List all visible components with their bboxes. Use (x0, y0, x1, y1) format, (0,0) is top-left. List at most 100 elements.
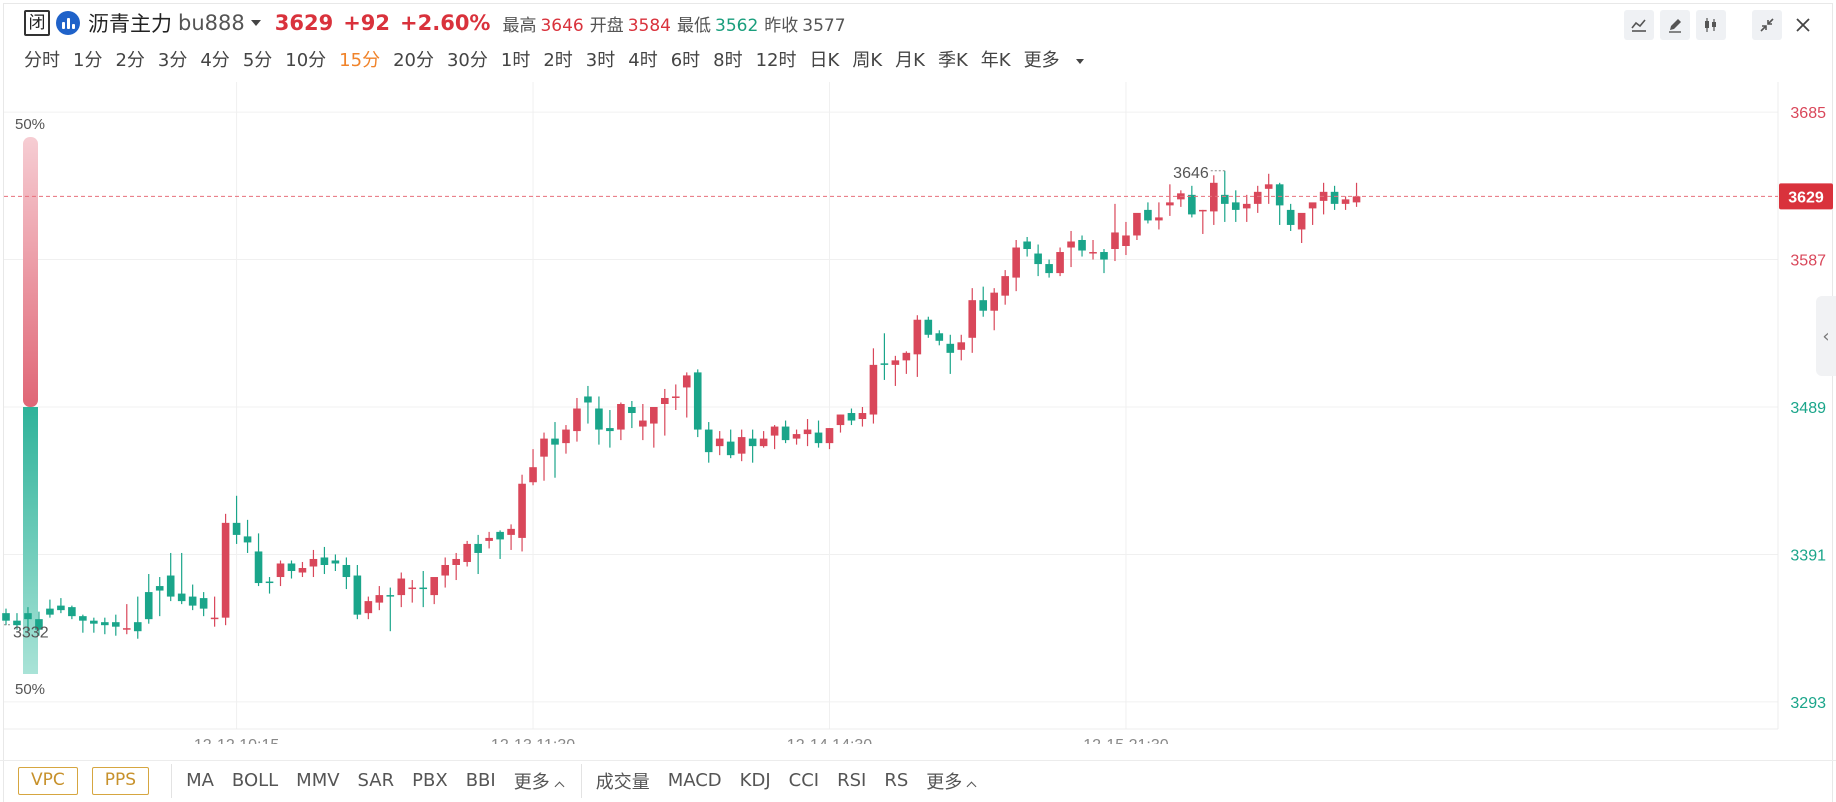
candlestick-chart[interactable]: 3685 3587 3489 3391 3293 12-12 10:15 12-13 11:… (0, 82, 1836, 744)
period-10[interactable]: 1时 (500, 50, 531, 71)
period-more-button[interactable]: 更多 (1024, 46, 1084, 72)
overlay-vpc-button[interactable]: VPC (18, 766, 78, 795)
period-7[interactable]: 15分 (339, 50, 381, 71)
period-19[interactable]: 月K (895, 50, 925, 71)
period-17[interactable]: 日K (809, 50, 840, 71)
indicator-pbx[interactable]: PBX (412, 770, 448, 791)
candle-body (1056, 252, 1064, 274)
indicator-mmv[interactable]: MMV (296, 770, 340, 791)
chevron-left-icon: ‹ (1822, 325, 1830, 347)
candle-body (254, 551, 263, 584)
chevron-up-icon (554, 781, 565, 791)
indicator-sar[interactable]: SAR (357, 770, 395, 791)
candle-body (144, 592, 153, 620)
indicator-rsi[interactable]: RSI (837, 770, 867, 791)
candle-body (1144, 209, 1152, 221)
period-4[interactable]: 4分 (200, 50, 230, 71)
prev-close-label: 昨收 (764, 15, 799, 36)
period-6[interactable]: 10分 (285, 50, 327, 71)
more-label: 更多 (513, 771, 550, 793)
candle-body (496, 531, 504, 540)
candle-body (13, 620, 21, 626)
divider (171, 763, 173, 798)
candle-body (166, 575, 175, 597)
candle-body (331, 560, 340, 564)
line-tool-icon[interactable] (1624, 10, 1654, 40)
period-15[interactable]: 8时 (713, 50, 743, 71)
period-12[interactable]: 3时 (585, 50, 616, 71)
period-2[interactable]: 2分 (115, 50, 145, 71)
candle-body (957, 342, 966, 350)
candle-body (364, 601, 373, 614)
main-indicators-more[interactable]: 更多 (513, 768, 565, 794)
period-0[interactable]: 分时 (24, 50, 60, 71)
candle-body (1001, 276, 1009, 296)
candle-body (430, 577, 439, 596)
indicator-rs[interactable]: RS (884, 770, 909, 791)
period-13[interactable]: 4时 (628, 50, 658, 71)
min-price-label: 3332 (13, 625, 49, 642)
x-tick-label: 12-13 11:30 (491, 737, 575, 744)
candle-body (419, 587, 428, 590)
indicator-volume[interactable]: 成交量 (595, 771, 650, 793)
candle-body (57, 605, 65, 611)
candle-body (320, 557, 329, 565)
candle-body (650, 407, 658, 424)
indicator-boll[interactable]: BOLL (231, 770, 279, 791)
instrument-name[interactable]: 沥青主力 (88, 12, 172, 36)
indicator-bbi[interactable]: BBI (465, 770, 496, 791)
candle-body (715, 438, 724, 447)
candle-body (1330, 191, 1339, 204)
instrument-code[interactable]: bu888 (178, 11, 245, 35)
close-icon[interactable] (1788, 10, 1818, 40)
indicator-cci[interactable]: CCI (788, 770, 820, 791)
indicator-ma[interactable]: MA (186, 770, 214, 791)
candle-body (748, 438, 757, 447)
candle-body (924, 319, 933, 335)
period-11[interactable]: 2时 (543, 50, 573, 71)
candle-body (287, 563, 296, 572)
candle-body (518, 483, 526, 538)
candle-body (35, 619, 43, 630)
indicator-kdj[interactable]: KDJ (739, 770, 771, 791)
period-21[interactable]: 年K (980, 50, 1011, 71)
side-panel-toggle[interactable]: ‹ (1816, 296, 1836, 376)
pencil-icon[interactable] (1660, 10, 1690, 40)
candlestick-icon[interactable] (1696, 10, 1726, 40)
period-18[interactable]: 周K (852, 50, 883, 71)
period-16[interactable]: 12时 (755, 50, 797, 71)
x-tick-label: 12-15 21:30 (1083, 737, 1169, 744)
sub-indicators-more[interactable]: 更多 (926, 768, 977, 794)
candle-body (847, 413, 856, 421)
candle-body (1275, 184, 1284, 206)
candle-body (573, 408, 581, 432)
candle-body (979, 300, 988, 311)
period-3[interactable]: 3分 (157, 50, 188, 71)
period-5[interactable]: 5分 (242, 50, 273, 71)
candle-body (1210, 182, 1218, 212)
period-1[interactable]: 1分 (73, 50, 103, 71)
collapse-icon[interactable] (1752, 10, 1782, 40)
chevron-down-icon[interactable] (250, 20, 261, 26)
candle-body (177, 593, 186, 602)
candle-body (507, 528, 515, 535)
candle-body (551, 438, 559, 445)
period-20[interactable]: 季K (937, 50, 968, 71)
overlay-pps-button[interactable]: PPS (91, 766, 150, 795)
y-tick-label: 3391 (1790, 547, 1826, 564)
y-tick-label: 3685 (1790, 105, 1826, 122)
period-14[interactable]: 6时 (670, 50, 701, 71)
chart-toolbar (1624, 10, 1818, 40)
indicator-macd[interactable]: MACD (667, 770, 722, 791)
divider (580, 763, 582, 798)
candle-body (891, 360, 900, 365)
candle-body (265, 581, 274, 584)
candle-body (704, 429, 713, 453)
candle-body (210, 617, 219, 620)
candle-body (1166, 202, 1174, 206)
period-9[interactable]: 30分 (446, 50, 488, 71)
candle-body (639, 420, 647, 427)
period-8[interactable]: 20分 (393, 50, 434, 71)
candle-body (452, 558, 460, 565)
candle-body (880, 363, 889, 365)
